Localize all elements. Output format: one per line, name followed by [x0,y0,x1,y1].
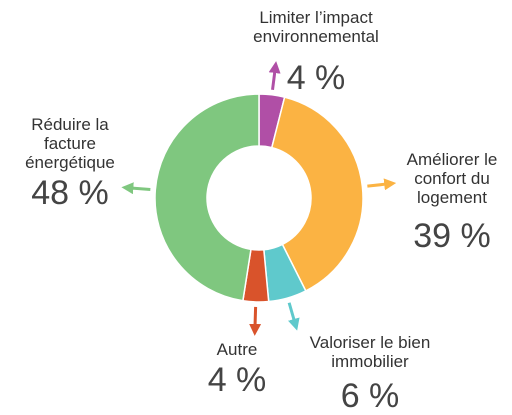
arrow [367,184,390,186]
slice-label: Limiter l’impact environnemental [231,8,401,46]
arrow [127,188,150,190]
slice-label: Autre [197,340,277,359]
value-label: 39 % [413,218,491,254]
value-label: 4 % [287,60,346,96]
value-label: 48 % [31,175,109,211]
value-label: 6 % [341,378,400,414]
arrow [289,303,295,325]
donut-slice [155,94,259,301]
value-label: 4 % [208,362,267,398]
arrow [255,307,256,330]
arrow [273,67,276,90]
slice-label: Valoriser le bien immobilier [290,333,450,371]
slice-label: Améliorer le confort du logement [390,150,512,207]
slice-label: Réduire la facture énergétique [15,115,125,172]
